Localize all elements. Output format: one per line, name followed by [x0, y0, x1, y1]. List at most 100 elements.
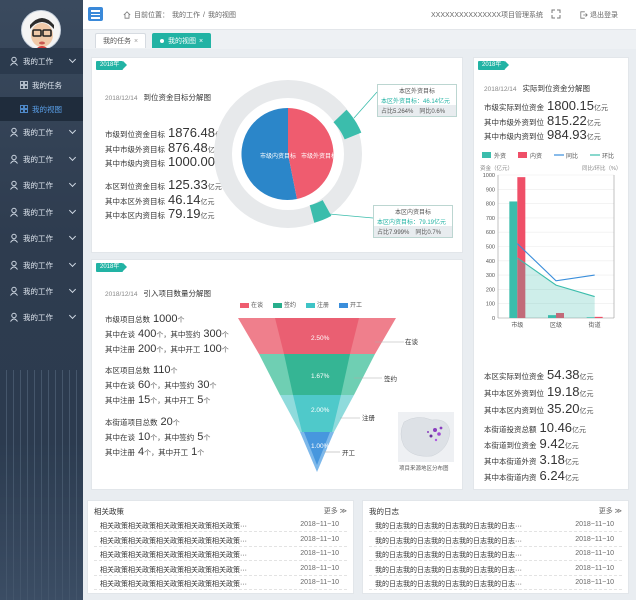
stat-label: 市级实际到位资金 — [484, 103, 544, 112]
donut-segment-foreign[interactable] — [333, 109, 362, 140]
legend-item[interactable]: 开工 — [339, 300, 362, 309]
stat-value: 35.20 — [547, 401, 580, 416]
legend-item[interactable]: 注册 — [306, 300, 329, 309]
stat-label: 其中本区内资到位 — [484, 406, 544, 415]
sidebar-item-my-work[interactable]: 我的工作 — [0, 278, 83, 304]
stat-unit: 亿元 — [200, 213, 215, 220]
stat-row: 其中本街道内资 6.24亿元 — [484, 468, 579, 483]
list-item[interactable]: 我的日志我的日志我的日志我的日志我的日志··· 2018−11−10 — [369, 563, 622, 576]
list-item[interactable]: 我的日志我的日志我的日志我的日志我的日志··· 2018−11−10 — [369, 519, 622, 532]
donut-ring — [214, 80, 362, 228]
y-tick-label: 400 — [486, 259, 495, 265]
list-item-text: 相关政策相关政策相关政策相关政策相关政策··· — [100, 523, 247, 530]
list-item[interactable]: 我的日志我的日志我的日志我的日志我的日志··· 2018−11−10 — [369, 534, 622, 547]
list-item[interactable]: 我的日志我的日志我的日志我的日志我的日志··· 2018−11−10 — [369, 577, 622, 590]
legend-swatch — [273, 302, 283, 308]
breadcrumb: 目前位置： 我的工作 / 我的视图 — [123, 10, 236, 20]
list-item[interactable]: 相关政策相关政策相关政策相关政策相关政策··· 2018−11−10 — [94, 534, 347, 547]
y-axis-label-right: 同比/环比（%） — [582, 164, 621, 172]
sidebar-item-my-work[interactable]: 我的工作 — [0, 119, 83, 145]
list-item-text: 相关政策相关政策相关政策相关政策相关政策··· — [100, 552, 247, 559]
panel-title-text: 到位资金目标分解图 — [143, 93, 212, 102]
stat-label: 本街道项目总数 — [105, 418, 158, 427]
stat-label: 其中市级外资到位 — [484, 117, 544, 127]
avatar[interactable] — [21, 10, 61, 50]
tab-label: 我的视图 — [168, 38, 196, 45]
legend-label: 开工 — [350, 303, 363, 309]
breadcrumb-item-work[interactable]: 我的工作 — [172, 12, 200, 19]
menu-toggle-button[interactable] — [88, 7, 103, 21]
funnel-chart: 2.50% 1.67% 2.00% 1.00% 在谈 签约 注册 开工 项目来源… — [238, 318, 454, 472]
stat-label: 其中市级内资目标 — [105, 159, 165, 168]
list-item[interactable]: 相关政策相关政策相关政策相关政策相关政策··· 2018−11−10 — [94, 548, 347, 561]
tab-my-tasks[interactable]: 我的任务 × — [95, 33, 147, 48]
donut-segment-domestic[interactable] — [309, 199, 332, 223]
funnel-pct: 1.67% — [311, 373, 330, 380]
tab-close-icon[interactable]: × — [134, 37, 139, 45]
line-同比[interactable] — [516, 243, 595, 282]
sidebar-item-my-work[interactable]: 我的工作 — [0, 304, 83, 330]
logout-label: 退出登录 — [590, 12, 618, 19]
sidebar-item-my-work[interactable]: 我的工作 — [0, 225, 83, 251]
callout-title: 本区内资目标 — [394, 210, 431, 216]
line-环比[interactable] — [517, 257, 595, 298]
bar-外资[interactable] — [509, 201, 518, 318]
sidebar-item-label: 我的工作 — [23, 260, 53, 270]
list-item-text: 我的日志我的日志我的日志我的日志我的日志··· — [375, 537, 522, 545]
stat-value: 815.22 — [547, 112, 587, 128]
list-item[interactable]: 相关政策相关政策相关政策相关政策相关政策··· 2018−11−10 — [94, 577, 347, 590]
x-tick-label: 市级 — [511, 321, 523, 329]
bar-外资[interactable] — [586, 317, 595, 318]
stat-label: 其中在谈 — [105, 433, 135, 442]
sidebar-item-my-work[interactable]: 我的工作 — [0, 48, 83, 74]
stat-unit: 亿元 — [586, 134, 601, 141]
project-group-total: 市级项目总数 1000个 — [105, 313, 184, 325]
sidebar-subitem-my-tasks[interactable]: 我的任务 — [0, 73, 83, 97]
stat-unit: 亿元 — [579, 408, 594, 415]
diary-more-link[interactable]: 更多 ≫ — [599, 506, 622, 516]
bar-外资[interactable] — [548, 315, 556, 318]
stat-label: 市级到位资金目标 — [105, 130, 165, 139]
stat-unit: 个 — [170, 368, 178, 375]
legend-label: 在谈 — [251, 303, 264, 309]
sidebar-subitem-my-view[interactable]: 我的视图 — [0, 97, 83, 121]
double-chevron-icon: ≫ — [614, 508, 622, 515]
tab-my-view[interactable]: 我的视图 × — [152, 33, 212, 48]
user-icon — [10, 260, 18, 270]
policy-more-link[interactable]: 更多 ≫ — [324, 506, 347, 516]
project-breakdown-row: 其中注册 4个，其中开工 1个 — [105, 446, 204, 458]
sidebar-item-label: 我的工作 — [23, 56, 53, 66]
pie-slice-foreign[interactable] — [288, 108, 334, 199]
map-caption: 项目来源地区分布图 — [399, 464, 449, 472]
project-breakdown-row: 其中在谈 400个，其中签约 300个 — [105, 328, 229, 340]
grid-icon — [20, 105, 28, 113]
sidebar-item-my-work[interactable]: 我的工作 — [0, 252, 83, 278]
logout-button[interactable]: 退出登录 — [580, 10, 618, 20]
list-item[interactable]: 相关政策相关政策相关政策相关政策相关政策··· 2018−11−10 — [94, 563, 347, 576]
callout-footer: 占比5.264% 同比0.6% — [378, 105, 456, 116]
tab-close-icon[interactable]: × — [199, 37, 204, 45]
legend-item[interactable]: 签约 — [273, 300, 296, 309]
stat-value: 10 — [138, 431, 151, 443]
sidebar-item-my-work[interactable]: 我的工作 — [0, 146, 83, 172]
sidebar-item-my-work[interactable]: 我的工作 — [0, 199, 83, 225]
bar-内资[interactable] — [594, 316, 603, 318]
stat-label: 其中在谈 — [105, 381, 135, 390]
callout-foreign: 本区外资目标 本区外资目标：46.14亿元 占比5.264% 同比0.6% — [377, 84, 457, 117]
sidebar-item-my-work[interactable]: 我的工作 — [0, 172, 83, 198]
list-item[interactable]: 我的日志我的日志我的日志我的日志我的日志··· 2018−11−10 — [369, 548, 622, 561]
y-axis-label-left: 资金（亿元） — [480, 164, 513, 172]
list-item[interactable]: 相关政策相关政策相关政策相关政策相关政策··· 2018−11−10 — [94, 519, 347, 532]
pie-slice-domestic[interactable] — [241, 107, 297, 200]
breadcrumb-item-view: 我的视图 — [207, 12, 236, 19]
sidebar-item-label: 我的工作 — [23, 154, 53, 164]
stat-label: 其中本街道外资 — [484, 457, 537, 466]
stat-label: 其中签约 — [164, 433, 195, 442]
fullscreen-icon[interactable] — [551, 9, 561, 19]
stat-unit: 亿元 — [579, 374, 594, 381]
stat-value: 876.48 — [168, 139, 208, 155]
bar-内资[interactable] — [556, 312, 564, 318]
stat-unit: 个 — [203, 398, 211, 405]
distribution-map[interactable] — [398, 412, 454, 462]
legend-item[interactable]: 在谈 — [240, 300, 263, 309]
